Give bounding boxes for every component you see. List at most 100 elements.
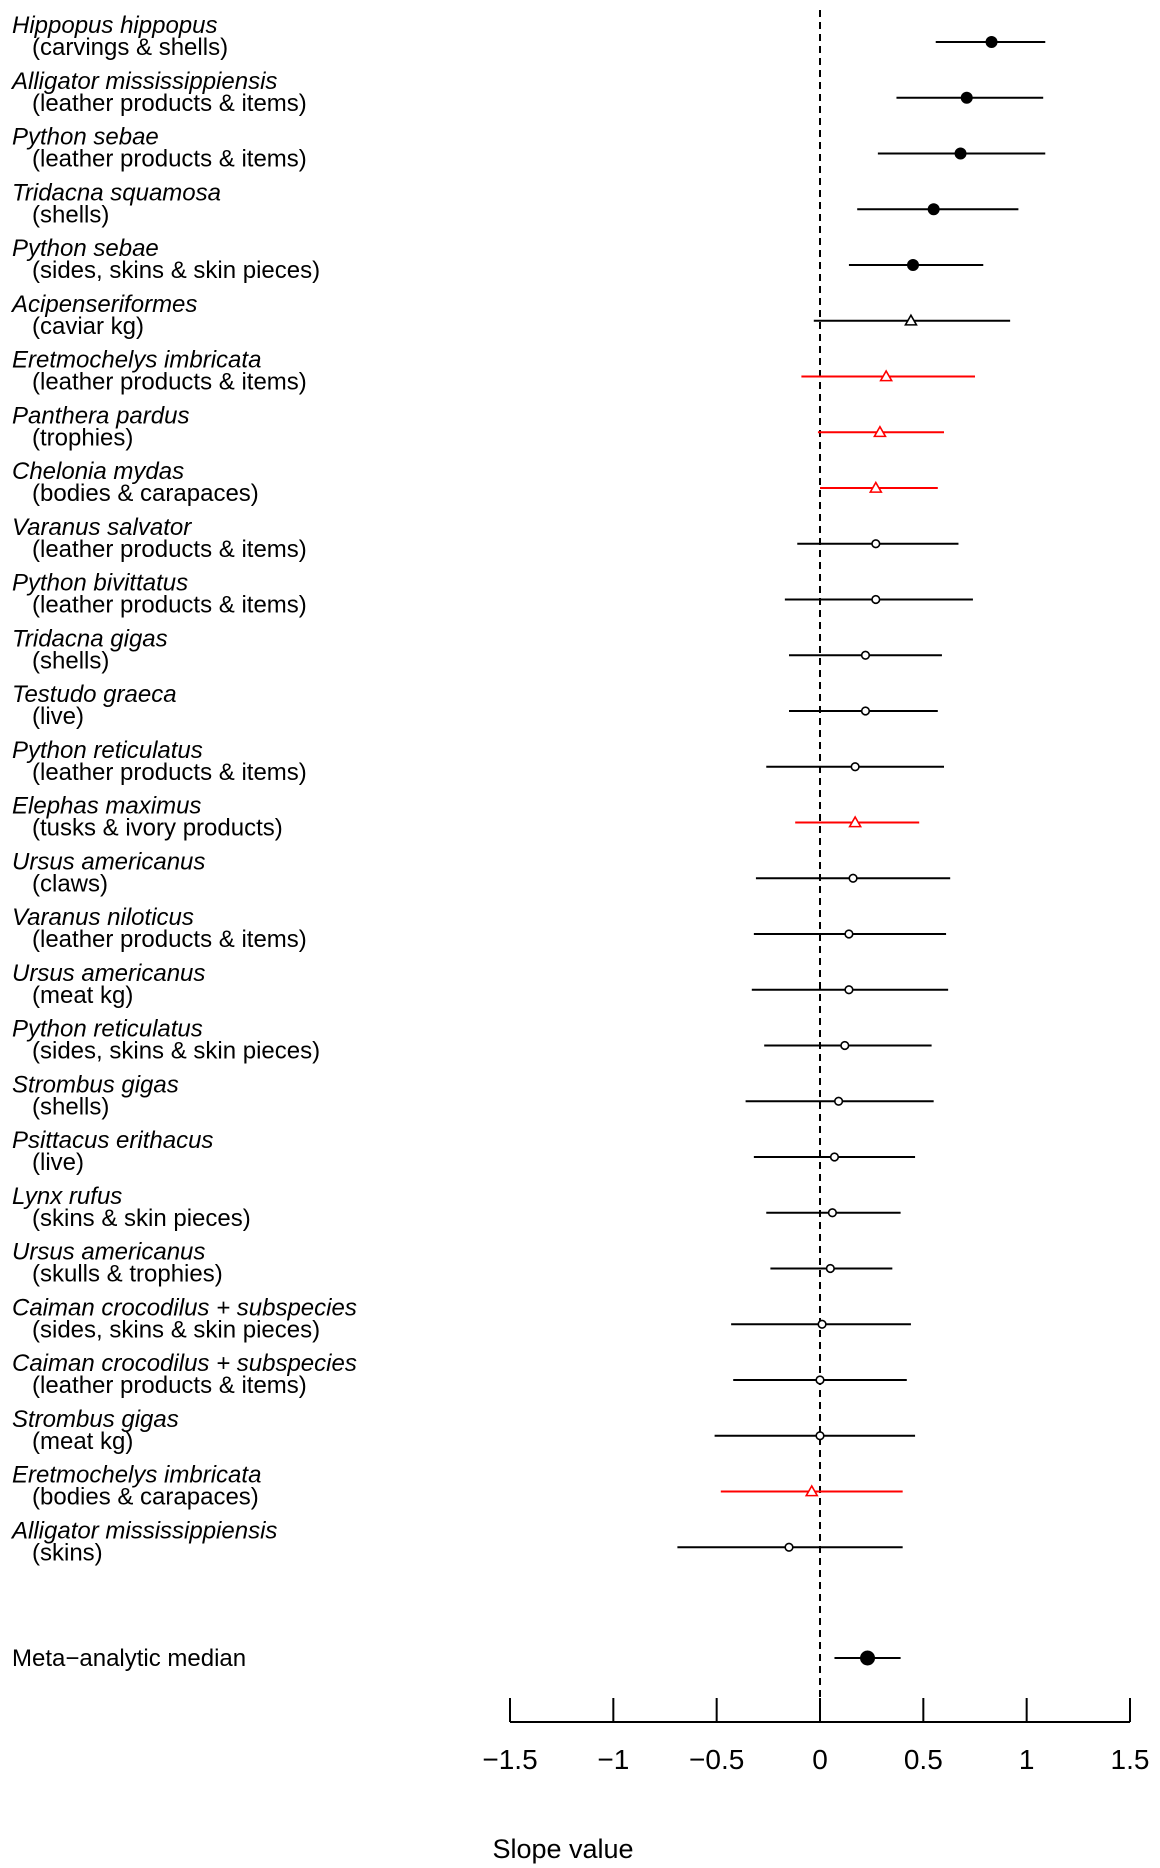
summary-row: Meta−analytic median <box>12 1645 901 1672</box>
point-estimate-marker <box>904 313 918 326</box>
point-estimate-marker <box>985 36 998 48</box>
point-estimate-marker <box>954 147 967 160</box>
row-product-label: (shells) <box>32 201 109 228</box>
estimate-row <box>753 929 947 939</box>
row-species-label: Python bivittatus <box>12 570 188 597</box>
row-product-label: (meat kg) <box>32 982 133 1009</box>
row-product-label: (bodies & carapaces) <box>32 480 259 507</box>
x-tick-label: 1.5 <box>1111 1744 1150 1775</box>
estimate-row <box>731 1319 911 1329</box>
point-estimate-marker <box>927 203 940 216</box>
point-estimate-marker <box>860 650 871 660</box>
row-species-label: Hippopus hippopus <box>12 12 218 39</box>
estimate-row <box>813 313 1011 326</box>
row-product-label: (live) <box>32 703 84 730</box>
row-species-label: Strombus gigas <box>12 1406 179 1433</box>
row-product-label: (meat kg) <box>32 1428 133 1455</box>
point-estimate-marker <box>879 369 894 382</box>
point-estimate-marker <box>817 1319 827 1329</box>
row-species-label: Varanus niloticus <box>12 904 194 931</box>
row-species-label: Strombus gigas <box>12 1071 179 1098</box>
row-product-label: (leather products & items) <box>32 926 307 953</box>
point-estimate-marker <box>873 425 887 438</box>
row-species-label: Eretmochelys imbricata <box>12 347 261 374</box>
point-estimate-marker <box>825 1263 835 1274</box>
estimate-row <box>797 539 959 549</box>
estimate-row <box>857 203 1019 216</box>
estimate-row <box>766 762 944 772</box>
row-product-label: (leather products & items) <box>32 759 307 786</box>
row-product-label: (trophies) <box>32 424 133 451</box>
row-species-label: Python sebae <box>12 235 159 262</box>
estimate-row <box>764 1040 932 1051</box>
row-species-label: Tridacna gigas <box>12 625 168 652</box>
row-product-label: (leather products & items) <box>32 146 307 173</box>
row-species-label: Caiman crocodilus + subspecies <box>12 1350 357 1377</box>
point-estimate-marker <box>815 1375 825 1385</box>
row-product-label: (leather products & items) <box>32 369 307 396</box>
row-product-label: (skulls & trophies) <box>32 1261 223 1288</box>
point-estimate-marker <box>871 594 881 605</box>
row-species-label: Testudo graeca <box>12 681 177 708</box>
row-species-label: Alligator mississippiensis <box>10 68 277 95</box>
row-product-label: (leather products & items) <box>32 536 307 563</box>
point-estimate-marker <box>829 1152 840 1162</box>
estimate-row <box>935 36 1046 48</box>
estimate-row <box>766 1208 901 1218</box>
row-species-label: Alligator mississippiensis <box>10 1517 277 1544</box>
estimate-row <box>896 91 1044 104</box>
point-estimate-marker <box>844 985 854 995</box>
row-species-label: Ursus americanus <box>12 1239 205 1266</box>
point-estimate-marker <box>848 873 858 883</box>
estimate-row <box>848 259 984 271</box>
row-species-label: Lynx rufus <box>12 1183 122 1210</box>
row-species-label: Eretmochelys imbricata <box>12 1462 261 1489</box>
row-species-label: Python reticulatus <box>12 737 203 764</box>
row-species-label: Ursus americanus <box>12 960 205 987</box>
row-product-label: (skins & skin pieces) <box>32 1205 251 1232</box>
x-tick-label: 1 <box>1019 1744 1035 1775</box>
x-tick-label: 0 <box>812 1744 828 1775</box>
estimate-row <box>714 1431 916 1441</box>
point-estimate-marker <box>868 480 883 493</box>
estimate-row <box>755 873 951 883</box>
row-species-label: Varanus salvator <box>12 514 192 541</box>
row-labels: Hippopus hippopus(carvings & shells) Alli… <box>10 12 357 1566</box>
estimate-row <box>745 1096 934 1106</box>
estimate-row <box>784 594 973 605</box>
point-estimate-marker <box>960 91 973 104</box>
row-species-label: Acipenseriformes <box>10 291 197 318</box>
row-product-label: (carvings & shells) <box>32 34 228 61</box>
x-tick-label: −0.5 <box>689 1744 744 1775</box>
row-product-label: (caviar kg) <box>32 313 144 340</box>
estimate-rows <box>677 36 1046 1552</box>
row-product-label: (sides, skins & skin pieces) <box>32 1038 320 1065</box>
row-species-label: Ursus americanus <box>12 848 205 875</box>
row-product-label: (live) <box>32 1149 84 1176</box>
estimate-row <box>720 1484 903 1497</box>
row-species-label: Panthera pardus <box>12 402 189 429</box>
x-tick-label: −1.5 <box>482 1744 537 1775</box>
estimate-row <box>795 815 920 828</box>
x-axis-title: Slope value <box>492 1834 633 1864</box>
row-product-label: (leather products & items) <box>32 1372 307 1399</box>
point-estimate-marker <box>871 539 881 549</box>
point-estimate-marker <box>804 1484 819 1497</box>
row-product-label: (skins) <box>32 1539 103 1566</box>
row-product-label: (claws) <box>32 870 108 897</box>
row-species-label: Tridacna squamosa <box>12 179 221 206</box>
point-estimate-marker <box>848 815 863 828</box>
estimate-row <box>677 1542 903 1552</box>
row-species-label: Chelonia mydas <box>12 458 184 485</box>
estimate-row <box>770 1263 893 1274</box>
point-estimate-marker <box>827 1208 838 1218</box>
row-species-label: Psittacus erithacus <box>12 1127 213 1154</box>
summary-label: Meta−analytic median <box>12 1645 246 1672</box>
x-axis: −1.5 −1 −0.5 0 0.5 1 1.5 <box>482 1698 1149 1775</box>
estimate-row <box>817 425 944 438</box>
row-product-label: (shells) <box>32 647 109 674</box>
estimate-row <box>801 369 975 382</box>
row-species-label: Python sebae <box>12 124 159 151</box>
estimate-row <box>789 706 938 716</box>
row-species-label: Elephas maximus <box>12 793 201 820</box>
